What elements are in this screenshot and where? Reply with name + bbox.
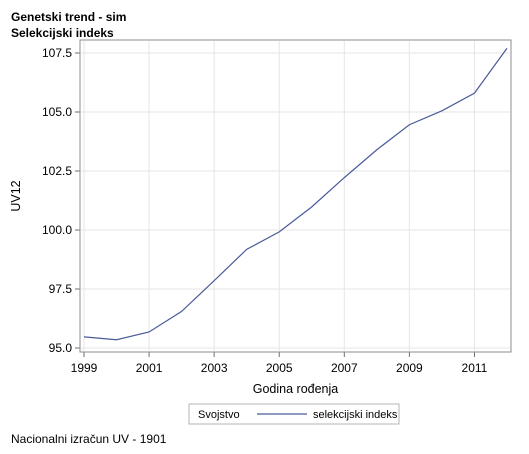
plot-frame xyxy=(79,39,512,353)
x-tick-label: 1999 xyxy=(71,361,98,375)
footnote: Nacionalni izračun UV - 1901 xyxy=(11,432,167,446)
plot-area xyxy=(79,39,512,353)
y-tick-label: 97.5 xyxy=(49,282,73,296)
y-tick-label: 100.0 xyxy=(42,223,72,237)
legend-title: Svojstvo xyxy=(198,409,240,421)
x-tick-label: 2003 xyxy=(201,361,228,375)
y-tick-label: 107.5 xyxy=(42,46,72,60)
series-line xyxy=(83,47,508,341)
chart-title-line-1: Genetski trend - sim xyxy=(11,10,127,24)
y-axis-label: UV12 xyxy=(9,180,23,211)
chart-title-line-2: Selekcijski indeks xyxy=(11,26,114,40)
legend-entry: selekcijski indeks xyxy=(313,409,398,421)
x-tick-label: 2007 xyxy=(331,361,358,375)
x-tick-label: 2009 xyxy=(396,361,423,375)
x-axis-label: Godina rođenja xyxy=(253,382,339,396)
line-chart: 95.0 97.5 100.0 102.5 105.0 107.5 1999 2001 2003… xyxy=(9,39,512,425)
x-tick-label: 2011 xyxy=(462,361,488,375)
x-tick-label: 2001 xyxy=(136,361,163,375)
y-tick-label: 102.5 xyxy=(42,164,72,178)
chart-title: Genetski trend - sim Selekcijski indeks xyxy=(11,9,126,41)
x-tick-label: 2005 xyxy=(266,361,293,375)
y-tick-label: 95.0 xyxy=(49,341,73,355)
y-tick-label: 105.0 xyxy=(42,105,72,119)
